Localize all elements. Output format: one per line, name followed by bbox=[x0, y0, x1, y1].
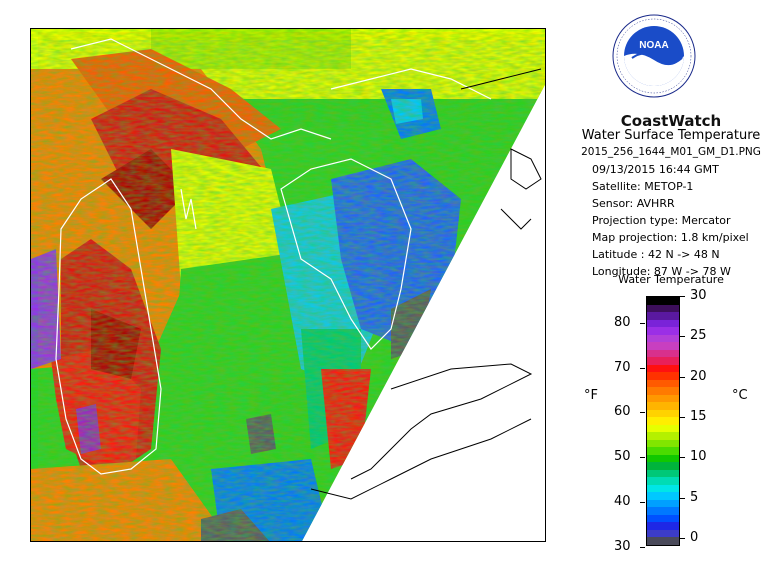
unit-fahrenheit: °F bbox=[584, 388, 598, 403]
celsius-tick-label: 30 bbox=[690, 288, 707, 303]
satellite-swath bbox=[31, 29, 545, 541]
map-projection-label: Map projection: 1.8 km/pixel bbox=[592, 231, 749, 244]
color-swatch bbox=[647, 492, 679, 500]
color-swatch bbox=[647, 357, 679, 365]
color-swatch bbox=[647, 409, 679, 417]
temperature-map[interactable] bbox=[30, 28, 546, 542]
fahrenheit-tick-mark bbox=[640, 367, 645, 369]
color-swatch bbox=[647, 349, 679, 357]
datetime-label: 09/13/2015 16:44 GMT bbox=[592, 163, 719, 176]
celsius-tick-label: 5 bbox=[690, 489, 699, 505]
filename-label: 2015_256_1644_M01_GM_D1.PNG bbox=[581, 146, 761, 158]
sensor-label: Sensor: AVHRR bbox=[592, 197, 675, 210]
color-swatch bbox=[647, 417, 679, 425]
color-swatch bbox=[647, 432, 679, 440]
coastline bbox=[55, 38, 492, 475]
color-swatch bbox=[647, 447, 679, 455]
celsius-tick-label: 20 bbox=[690, 368, 707, 384]
projection-type-label: Projection type: Mercator bbox=[592, 214, 731, 227]
celsius-tick-mark bbox=[680, 457, 685, 459]
fahrenheit-tick-mark bbox=[640, 502, 645, 504]
fahrenheit-tick-label: 80 bbox=[614, 314, 631, 330]
satellite-label: Satellite: METOP-1 bbox=[592, 180, 694, 193]
color-swatch bbox=[647, 334, 679, 342]
celsius-tick-mark bbox=[680, 497, 685, 499]
color-swatch bbox=[647, 469, 679, 477]
celsius-tick-label: 10 bbox=[690, 449, 707, 465]
celsius-tick-label: 25 bbox=[690, 328, 707, 344]
color-swatch bbox=[647, 372, 679, 380]
color-swatch bbox=[647, 379, 679, 387]
color-swatch bbox=[647, 484, 679, 492]
fahrenheit-tick-label: 70 bbox=[614, 359, 631, 375]
celsius-tick-mark bbox=[680, 416, 685, 418]
brand-title: CoastWatch bbox=[620, 112, 722, 130]
color-swatch bbox=[647, 454, 679, 462]
color-swatch bbox=[647, 319, 679, 327]
color-swatch bbox=[647, 342, 679, 350]
fahrenheit-tick-mark bbox=[640, 322, 645, 324]
noaa-logo: NOAA bbox=[612, 14, 696, 98]
color-swatch bbox=[647, 477, 679, 485]
logo-text: NOAA bbox=[639, 40, 668, 51]
color-swatch bbox=[647, 537, 679, 545]
color-swatch bbox=[647, 529, 679, 537]
color-swatch bbox=[647, 402, 679, 410]
legend-title: Water Temperature bbox=[618, 273, 724, 286]
color-swatch bbox=[647, 462, 679, 470]
fahrenheit-tick-label: 40 bbox=[614, 494, 631, 510]
celsius-tick-mark bbox=[680, 537, 685, 539]
latitude-label: Latitude : 42 N -> 48 N bbox=[592, 248, 720, 261]
color-swatch bbox=[647, 312, 679, 320]
fahrenheit-tick-label: 50 bbox=[614, 449, 631, 465]
celsius-tick-label: 15 bbox=[690, 408, 707, 424]
celsius-tick-label: 0 bbox=[690, 529, 699, 545]
color-swatch bbox=[647, 424, 679, 432]
fahrenheit-tick-label: 30 bbox=[614, 538, 631, 554]
fahrenheit-tick-mark bbox=[640, 412, 645, 414]
color-swatch bbox=[647, 499, 679, 507]
color-swatch bbox=[647, 394, 679, 402]
color-swatch bbox=[647, 439, 679, 447]
map-canvas bbox=[31, 29, 545, 541]
color-swatch bbox=[647, 304, 679, 312]
color-scale-bar bbox=[646, 296, 680, 546]
temperature-legend: Water Temperature °F °C 80 70 60 50 40 30 30 25… bbox=[560, 270, 782, 572]
fahrenheit-tick-label: 60 bbox=[614, 404, 631, 420]
celsius-tick-mark bbox=[680, 336, 685, 338]
color-swatch bbox=[647, 364, 679, 372]
unit-celsius: °C bbox=[732, 388, 748, 403]
fahrenheit-tick-mark bbox=[640, 546, 645, 548]
color-swatch bbox=[647, 522, 679, 530]
product-title: Water Surface Temperature bbox=[581, 128, 761, 143]
land-outline bbox=[310, 68, 542, 500]
fahrenheit-tick-mark bbox=[640, 457, 645, 459]
color-swatch bbox=[647, 514, 679, 522]
longitude-label: Longitude: 87 W -> 78 W bbox=[592, 265, 731, 278]
celsius-tick-mark bbox=[680, 376, 685, 378]
color-swatch bbox=[647, 327, 679, 335]
color-swatch bbox=[647, 297, 679, 305]
color-swatch bbox=[647, 507, 679, 515]
celsius-tick-mark bbox=[680, 296, 685, 297]
color-swatch bbox=[647, 387, 679, 395]
